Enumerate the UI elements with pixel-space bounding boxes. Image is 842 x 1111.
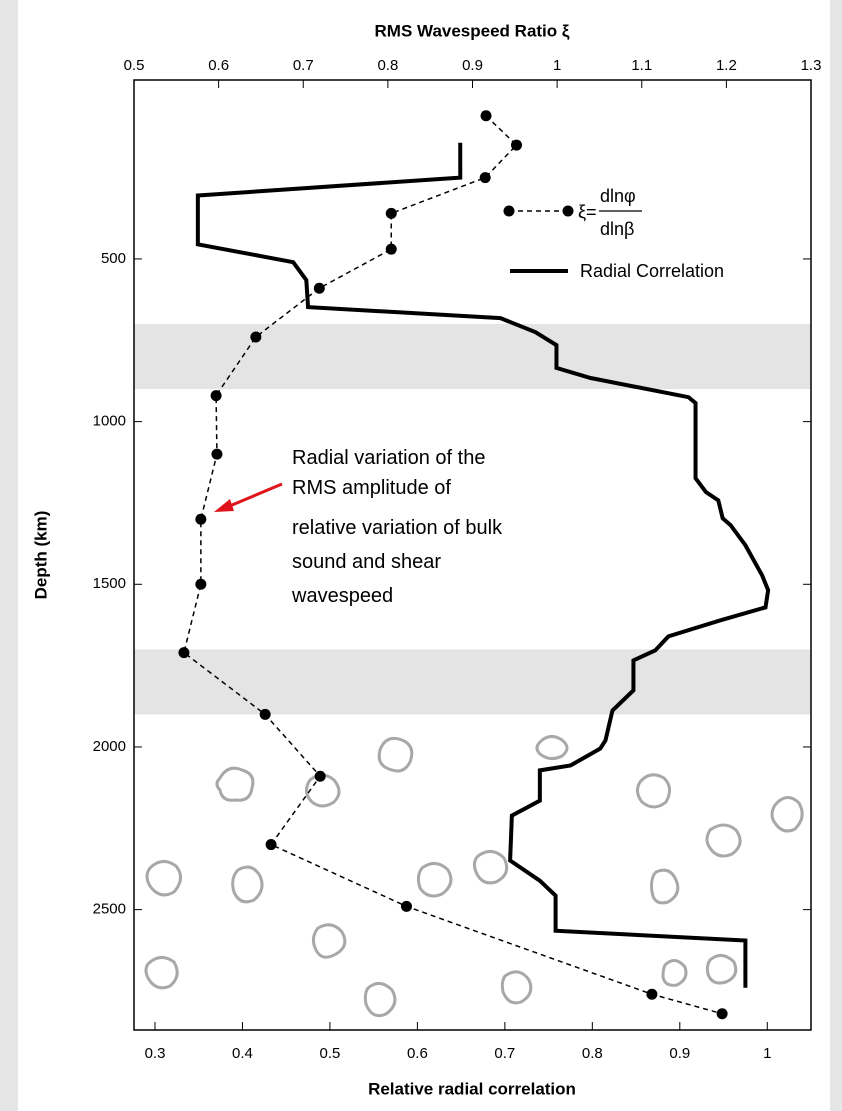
y-tick-label: 500 — [101, 250, 126, 267]
y-tick-label: 2000 — [93, 738, 126, 755]
data-point — [211, 448, 223, 460]
panel — [18, 0, 830, 1111]
blob — [535, 735, 569, 761]
chart-title: RMS Wavespeed Ratio ξ — [375, 21, 570, 40]
blob — [145, 860, 182, 897]
x-tick-label: 0.5 — [319, 1045, 340, 1062]
annotation-line: wavespeed — [291, 585, 393, 607]
shaded-band — [134, 324, 811, 390]
blobs — [144, 735, 804, 1018]
data-point — [400, 900, 412, 912]
annotation-line: relative variation of bulk — [292, 517, 503, 539]
blob — [144, 956, 179, 990]
blob — [500, 970, 533, 1005]
blob — [215, 766, 255, 802]
shaded-band — [134, 649, 811, 715]
blob — [705, 823, 742, 858]
dashed-line — [183, 115, 723, 1015]
blob — [305, 773, 341, 808]
data-point — [385, 207, 397, 219]
annotation-arrow — [224, 482, 283, 510]
x-tick-label: 0.8 — [582, 1045, 603, 1062]
data-point — [480, 110, 492, 122]
data-point — [314, 770, 326, 782]
x2-tick-label: 0.7 — [293, 57, 314, 74]
blob — [416, 862, 453, 898]
data-point — [195, 513, 207, 525]
x2-tick-label: 0.6 — [208, 57, 229, 74]
data-point — [210, 390, 222, 402]
blob — [377, 736, 414, 773]
annotation: Radial variation of the RMS amplitude of… — [214, 447, 503, 607]
x-tick-label: 0.3 — [145, 1045, 166, 1062]
x-tick-label: 0.4 — [232, 1045, 253, 1062]
annotation-line: Radial variation of the — [292, 447, 485, 469]
x2-tick-label: 1.1 — [631, 57, 652, 74]
blob — [311, 923, 347, 959]
y-tick-label: 1500 — [93, 575, 126, 592]
blob — [363, 982, 397, 1018]
legend-label: Radial Correlation — [580, 261, 724, 281]
x2-tick-label: 1 — [553, 57, 561, 74]
x-tick-label: 1 — [763, 1045, 771, 1062]
blob — [231, 865, 264, 904]
x-tick-label: 0.9 — [669, 1045, 690, 1062]
data-point — [265, 839, 277, 851]
blob — [705, 954, 738, 985]
data-point — [385, 243, 397, 255]
data-point — [178, 647, 190, 659]
data-point — [716, 1008, 728, 1020]
x-tick-label: 0.7 — [494, 1045, 515, 1062]
x2-tick-label: 1.3 — [801, 57, 822, 74]
x2-tick-label: 0.9 — [462, 57, 483, 74]
legend-formula-numerator: dlnφ — [600, 186, 636, 206]
annotation-line: sound and shear — [292, 551, 441, 573]
x2-tick-label: 0.8 — [377, 57, 398, 74]
legend-marker — [562, 205, 574, 217]
blob — [650, 868, 680, 905]
x-tick-label: 0.6 — [407, 1045, 428, 1062]
blob — [770, 796, 804, 833]
annotation-line: RMS amplitude of — [292, 477, 451, 499]
x2-tick-label: 1.2 — [716, 57, 737, 74]
legend-marker — [503, 205, 515, 217]
x2-tick-label: 0.5 — [124, 57, 145, 74]
legend-formula-denominator: dlnβ — [600, 219, 634, 239]
blob — [472, 850, 509, 885]
blob — [635, 773, 671, 809]
data-point — [511, 139, 523, 151]
y-tick-label: 2500 — [93, 901, 126, 918]
y-axis-label: Depth (km) — [31, 511, 50, 600]
x-axis-label: Relative radial correlation — [368, 1079, 576, 1098]
y-tick-label: 1000 — [93, 413, 126, 430]
correlation-line — [195, 142, 771, 988]
blob — [661, 959, 688, 987]
data-point — [313, 282, 325, 294]
data-point — [195, 578, 207, 590]
data-point — [646, 988, 658, 1000]
data-point — [250, 331, 262, 343]
data-point — [259, 708, 271, 720]
legend-formula-lhs: ξ= — [578, 202, 597, 222]
plot-frame — [133, 79, 812, 1031]
data-point — [479, 172, 491, 184]
legend: ξ= dlnφ dlnβ Radial Correlation — [503, 186, 724, 281]
arrow-head — [214, 499, 234, 512]
